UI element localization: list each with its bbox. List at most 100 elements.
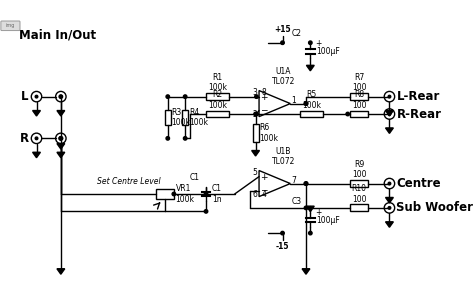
Bar [300, 111, 322, 117]
Circle shape [183, 95, 187, 98]
Text: img: img [6, 23, 15, 28]
Text: R: R [20, 132, 29, 145]
Text: R2
100k: R2 100k [208, 90, 227, 110]
Text: 3: 3 [253, 88, 257, 97]
Circle shape [59, 137, 63, 140]
Text: −: − [260, 186, 267, 195]
Circle shape [309, 231, 312, 235]
Text: C2: C2 [292, 29, 301, 38]
Text: +: + [260, 172, 267, 181]
Text: 7: 7 [291, 176, 296, 185]
Text: C1
1n: C1 1n [212, 184, 222, 204]
Text: +: + [316, 208, 322, 217]
Polygon shape [302, 269, 310, 274]
Polygon shape [385, 128, 393, 133]
Text: +: + [316, 39, 322, 48]
Polygon shape [33, 111, 40, 116]
Bar [182, 110, 188, 125]
Bar [350, 180, 368, 187]
Text: 6: 6 [253, 190, 257, 199]
Circle shape [304, 182, 308, 185]
Polygon shape [385, 111, 393, 116]
Bar [156, 189, 174, 199]
Circle shape [309, 41, 312, 44]
Text: R4
100k: R4 100k [189, 108, 208, 127]
Text: 100μF: 100μF [317, 47, 340, 56]
Circle shape [35, 137, 38, 140]
Text: C1: C1 [190, 173, 200, 182]
Circle shape [183, 137, 187, 140]
Polygon shape [252, 151, 259, 156]
Text: Set Centre Level: Set Centre Level [97, 176, 161, 186]
Bar [350, 111, 368, 117]
Text: +: + [260, 93, 267, 102]
Circle shape [388, 207, 391, 209]
Text: -15: -15 [276, 242, 289, 251]
Polygon shape [57, 144, 65, 149]
Circle shape [281, 41, 284, 44]
Polygon shape [385, 222, 393, 227]
Circle shape [304, 102, 308, 105]
Text: L-Rear: L-Rear [396, 90, 440, 103]
Bar [206, 93, 228, 100]
Circle shape [166, 95, 170, 98]
Text: R1
100k: R1 100k [208, 73, 227, 92]
Text: 2: 2 [253, 110, 257, 120]
Text: +15: +15 [274, 25, 291, 34]
Circle shape [255, 112, 258, 116]
Text: R6
100k: R6 100k [259, 124, 279, 143]
Text: VR1
100k: VR1 100k [175, 184, 195, 204]
Polygon shape [57, 269, 65, 274]
Circle shape [166, 137, 170, 140]
Circle shape [254, 112, 257, 116]
Circle shape [346, 112, 349, 116]
Circle shape [59, 95, 63, 98]
Text: R5
100k: R5 100k [302, 90, 321, 110]
Text: Centre: Centre [396, 177, 441, 190]
Text: −: − [260, 106, 267, 115]
Text: 100μF: 100μF [317, 216, 340, 225]
Text: R7
100: R7 100 [352, 73, 366, 92]
Circle shape [388, 95, 391, 98]
Text: U1A
TL072: U1A TL072 [272, 67, 295, 86]
Text: 5: 5 [253, 168, 257, 177]
Circle shape [281, 231, 284, 235]
Circle shape [204, 210, 208, 213]
Circle shape [204, 192, 208, 196]
Polygon shape [385, 197, 393, 203]
Circle shape [35, 95, 38, 98]
Text: R3
100k: R3 100k [172, 108, 191, 127]
Text: Main In/Out: Main In/Out [19, 29, 96, 42]
Text: R10
100: R10 100 [352, 184, 366, 204]
Text: L: L [20, 90, 28, 103]
Circle shape [172, 192, 175, 196]
Circle shape [388, 182, 391, 185]
Polygon shape [57, 152, 65, 158]
Polygon shape [33, 152, 40, 158]
Bar [206, 111, 228, 117]
Polygon shape [306, 206, 314, 212]
Bar [350, 205, 368, 211]
Text: 4: 4 [262, 190, 266, 199]
Polygon shape [306, 65, 314, 71]
Text: 8: 8 [262, 88, 266, 97]
Text: 1: 1 [291, 96, 296, 105]
Circle shape [304, 182, 308, 185]
Circle shape [388, 113, 391, 115]
Bar [253, 124, 259, 142]
Text: R8
100: R8 100 [352, 90, 366, 110]
Text: Sub Woofer: Sub Woofer [396, 201, 474, 214]
Text: C3: C3 [292, 197, 301, 206]
Bar [165, 110, 171, 125]
Polygon shape [57, 111, 65, 116]
Circle shape [304, 206, 308, 210]
Bar [350, 93, 368, 100]
Text: U1B
TL072: U1B TL072 [272, 147, 295, 166]
Circle shape [304, 102, 308, 105]
Text: R-Rear: R-Rear [396, 107, 441, 120]
FancyBboxPatch shape [1, 21, 20, 30]
Text: R9
100: R9 100 [352, 160, 366, 179]
Circle shape [255, 95, 258, 98]
Circle shape [60, 137, 62, 140]
Circle shape [59, 137, 63, 140]
